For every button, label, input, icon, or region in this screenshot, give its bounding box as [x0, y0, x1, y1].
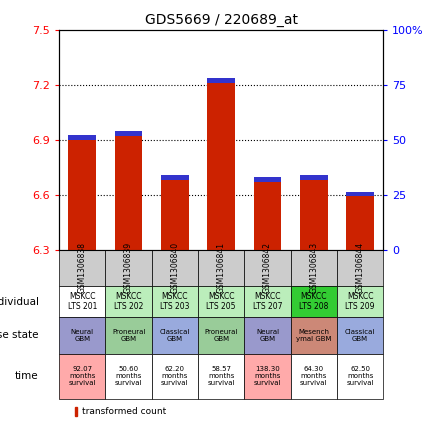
Text: 58.57
months
survival: 58.57 months survival	[208, 366, 235, 387]
Text: Classical
GBM: Classical GBM	[160, 329, 190, 342]
Text: time: time	[15, 371, 39, 382]
Bar	[291, 250, 337, 286]
Text: Neural
GBM: Neural GBM	[256, 329, 279, 342]
Text: MSKCC
LTS 208: MSKCC LTS 208	[299, 292, 328, 311]
Bar	[106, 250, 152, 286]
Bar	[106, 317, 152, 354]
Bar	[59, 354, 106, 399]
Bar	[254, 177, 281, 182]
Text: MSKCC
LTS 202: MSKCC LTS 202	[114, 292, 143, 311]
Bar	[337, 317, 383, 354]
Text: MSKCC
LTS 201: MSKCC LTS 201	[67, 292, 97, 311]
Text: GSM1306844: GSM1306844	[356, 242, 364, 293]
Bar	[106, 354, 152, 399]
Text: MSKCC
LTS 209: MSKCC LTS 209	[345, 292, 375, 311]
Bar	[291, 317, 337, 354]
Bar	[59, 317, 106, 354]
Bar	[152, 317, 198, 354]
Bar	[152, 354, 198, 399]
Bar	[300, 180, 328, 250]
Text: 92.07
months
survival: 92.07 months survival	[68, 366, 96, 387]
Bar	[244, 286, 291, 317]
Text: disease state: disease state	[0, 330, 39, 341]
Text: MSKCC
LTS 203: MSKCC LTS 203	[160, 292, 190, 311]
Text: GSM1306843: GSM1306843	[309, 242, 318, 293]
Bar	[207, 83, 235, 250]
Text: GSM1306841: GSM1306841	[217, 242, 226, 293]
Text: 62.50
months
survival: 62.50 months survival	[346, 366, 374, 387]
Bar	[68, 140, 96, 250]
Bar	[198, 354, 244, 399]
Text: GSM1306840: GSM1306840	[170, 242, 180, 293]
Bar	[337, 250, 383, 286]
Bar	[59, 286, 106, 317]
Text: 138.30
months
survival: 138.30 months survival	[254, 366, 281, 387]
Text: 64.30
months
survival: 64.30 months survival	[300, 366, 328, 387]
Text: 50.60
months
survival: 50.60 months survival	[115, 366, 142, 387]
Bar	[291, 286, 337, 317]
Text: MSKCC
LTS 207: MSKCC LTS 207	[253, 292, 282, 311]
Text: Classical
GBM: Classical GBM	[345, 329, 375, 342]
Text: Neural
GBM: Neural GBM	[71, 329, 94, 342]
Text: transformed count: transformed count	[82, 407, 166, 416]
Bar	[115, 136, 142, 250]
Bar	[152, 250, 198, 286]
Bar	[68, 135, 96, 140]
Bar	[244, 317, 291, 354]
Text: GSM1306839: GSM1306839	[124, 242, 133, 293]
Text: Mesench
ymal GBM: Mesench ymal GBM	[296, 329, 332, 342]
Bar	[59, 250, 106, 286]
Bar	[244, 250, 291, 286]
Bar	[244, 354, 291, 399]
Bar	[207, 78, 235, 83]
Bar	[106, 286, 152, 317]
Text: Proneural
GBM: Proneural GBM	[205, 329, 238, 342]
Bar	[161, 180, 189, 250]
Text: 62.20
months
survival: 62.20 months survival	[161, 366, 189, 387]
Bar	[198, 250, 244, 286]
Bar	[75, 407, 77, 416]
Bar	[300, 175, 328, 180]
Bar	[115, 131, 142, 136]
Bar	[346, 196, 374, 250]
Bar	[337, 286, 383, 317]
Title: GDS5669 / 220689_at: GDS5669 / 220689_at	[145, 13, 298, 27]
Bar	[291, 354, 337, 399]
Bar	[337, 354, 383, 399]
Bar	[346, 192, 374, 196]
Text: GSM1306842: GSM1306842	[263, 242, 272, 293]
Bar	[254, 182, 281, 250]
Text: Proneural
GBM: Proneural GBM	[112, 329, 145, 342]
Text: GSM1306838: GSM1306838	[78, 242, 87, 293]
Bar	[198, 317, 244, 354]
Text: individual: individual	[0, 297, 39, 307]
Text: MSKCC
LTS 205: MSKCC LTS 205	[206, 292, 236, 311]
Bar	[198, 286, 244, 317]
Bar	[161, 175, 189, 180]
Bar	[152, 286, 198, 317]
